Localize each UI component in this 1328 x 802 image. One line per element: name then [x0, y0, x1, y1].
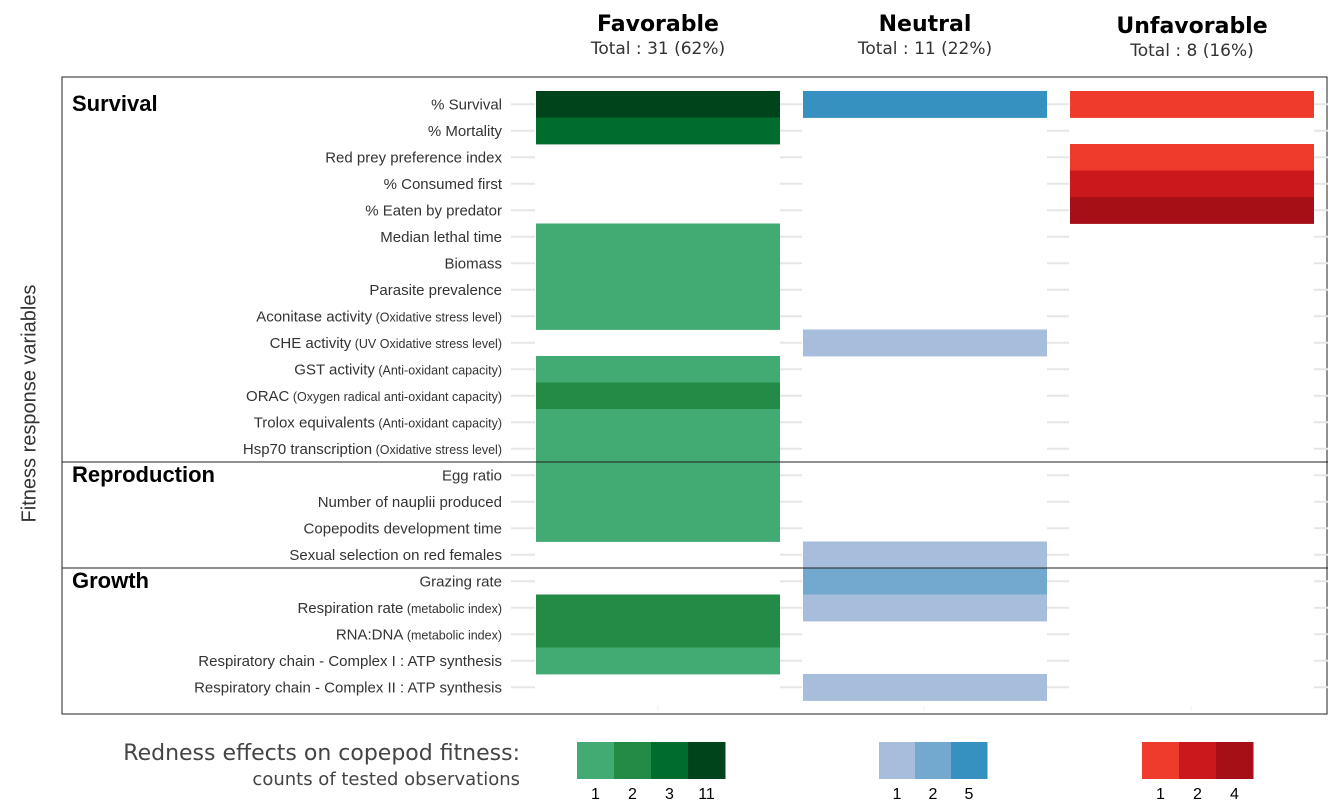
row-label: Aconitase activity (Oxidative stress lev… — [256, 308, 502, 325]
legend-swatch-unfavorable — [1216, 742, 1254, 779]
legend-level-label: 3 — [665, 786, 674, 802]
heat-cell-favorable — [536, 594, 780, 622]
group-label: Reproduction — [72, 462, 215, 487]
heat-cell-favorable — [536, 462, 780, 489]
legend-swatch-favorable — [614, 742, 652, 779]
heat-cell-favorable — [536, 356, 780, 383]
heat-cell-favorable — [536, 647, 780, 675]
row-label: Parasite prevalence — [369, 282, 502, 299]
legend-level-label: 4 — [1230, 786, 1239, 802]
legend-level-label: 5 — [965, 786, 974, 802]
legend-level-label: 1 — [893, 786, 902, 802]
group-label: Survival — [72, 91, 158, 116]
heat-cell-favorable — [536, 250, 780, 277]
heat-cell-unfavorable — [1070, 91, 1314, 118]
heat-cell-favorable — [536, 515, 780, 542]
legend-swatch-neutral — [915, 742, 952, 779]
heat-cell-favorable — [536, 382, 780, 410]
row-label: Respiration rate (metabolic index) — [297, 600, 502, 617]
legend-swatch-favorable — [577, 742, 615, 779]
heat-cell-neutral — [803, 674, 1047, 701]
heat-cell-favorable — [536, 223, 780, 251]
heat-cell-favorable — [536, 435, 780, 463]
row-label: Respiratory chain - Complex I : ATP synt… — [198, 653, 502, 670]
heat-cell-favorable — [536, 91, 780, 118]
row-label: Grazing rate — [419, 573, 502, 590]
legend-title: Redness effects on copepod fitness: coun… — [60, 740, 520, 792]
heat-cell-neutral — [803, 329, 1047, 357]
row-label: ORAC (Oxygen radical anti-oxidant capaci… — [246, 388, 502, 405]
legend-level-label: 2 — [1193, 786, 1202, 802]
legend-swatch-unfavorable — [1179, 742, 1217, 779]
row-label: Respiratory chain - Complex II : ATP syn… — [194, 679, 502, 696]
heat-cell-neutral — [803, 541, 1047, 569]
row-label: Number of nauplii produced — [318, 494, 502, 511]
column-header-favorable: Favorable Total : 31 (62%) — [536, 12, 780, 60]
column-title-neutral: Neutral — [878, 12, 972, 37]
heat-cell-unfavorable — [1070, 144, 1314, 171]
legend-swatch-neutral — [951, 742, 988, 779]
legend-swatch-favorable — [688, 742, 726, 779]
row-label: % Survival — [431, 96, 502, 113]
legend-swatch-neutral — [879, 742, 916, 779]
column-total-neutral: Total : 11 (22%) — [857, 39, 993, 59]
legend-level-label: 1 — [1156, 786, 1165, 802]
row-label: % Mortality — [428, 123, 503, 140]
column-total-unfavorable: Total : 8 (16%) — [1130, 41, 1254, 61]
row-label: Median lethal time — [380, 229, 502, 246]
heat-cell-favorable — [536, 488, 780, 516]
heat-cell-favorable — [536, 117, 780, 145]
y-axis-label: Fitness response variables — [18, 284, 41, 523]
heat-cell-neutral — [803, 594, 1047, 622]
column-title-unfavorable: Unfavorable — [1116, 14, 1268, 39]
row-label: CHE activity (UV Oxidative stress level) — [270, 335, 502, 352]
column-header-unfavorable: Unfavorable Total : 8 (16%) — [1070, 14, 1314, 62]
heat-cell-favorable — [536, 621, 780, 648]
column-header-neutral: Neutral Total : 11 (22%) — [803, 12, 1047, 60]
row-label: % Eaten by predator — [365, 202, 502, 219]
legend-subtitle-line: counts of tested observations — [252, 769, 520, 790]
row-label: Red prey preference index — [325, 149, 502, 166]
row-label: Biomass — [444, 255, 502, 272]
legend-level-label: 2 — [628, 786, 637, 802]
legend-level-label: 2 — [929, 786, 938, 802]
row-label: Hsp70 transcription (Oxidative stress le… — [243, 441, 502, 458]
heat-cell-unfavorable — [1070, 170, 1314, 198]
column-title-favorable: Favorable — [597, 12, 719, 37]
legend-swatch-unfavorable — [1142, 742, 1180, 779]
heat-cell-favorable — [536, 276, 780, 304]
group-label: Growth — [72, 568, 149, 593]
heat-cell-favorable — [536, 303, 780, 330]
row-label: GST activity (Anti-oxidant capacity) — [294, 361, 502, 378]
legend-title-line: Redness effects on copepod fitness: — [123, 741, 520, 766]
legend-level-label: 11 — [698, 786, 715, 802]
row-label: Trolox equivalents (Anti-oxidant capacit… — [254, 414, 502, 431]
column-total-favorable: Total : 31 (62%) — [590, 39, 726, 59]
row-label: Egg ratio — [442, 467, 502, 484]
legend-level-label: 1 — [591, 786, 600, 802]
legend-swatch-favorable — [651, 742, 689, 779]
row-label: RNA:DNA (metabolic index) — [336, 626, 502, 643]
heat-cell-favorable — [536, 409, 780, 436]
heat-cell-neutral — [803, 568, 1047, 595]
row-label: % Consumed first — [384, 176, 503, 193]
row-label: Sexual selection on red females — [289, 547, 502, 564]
heat-cell-neutral — [803, 91, 1047, 118]
row-label: Copepodits development time — [304, 520, 502, 537]
heat-cell-unfavorable — [1070, 197, 1314, 224]
